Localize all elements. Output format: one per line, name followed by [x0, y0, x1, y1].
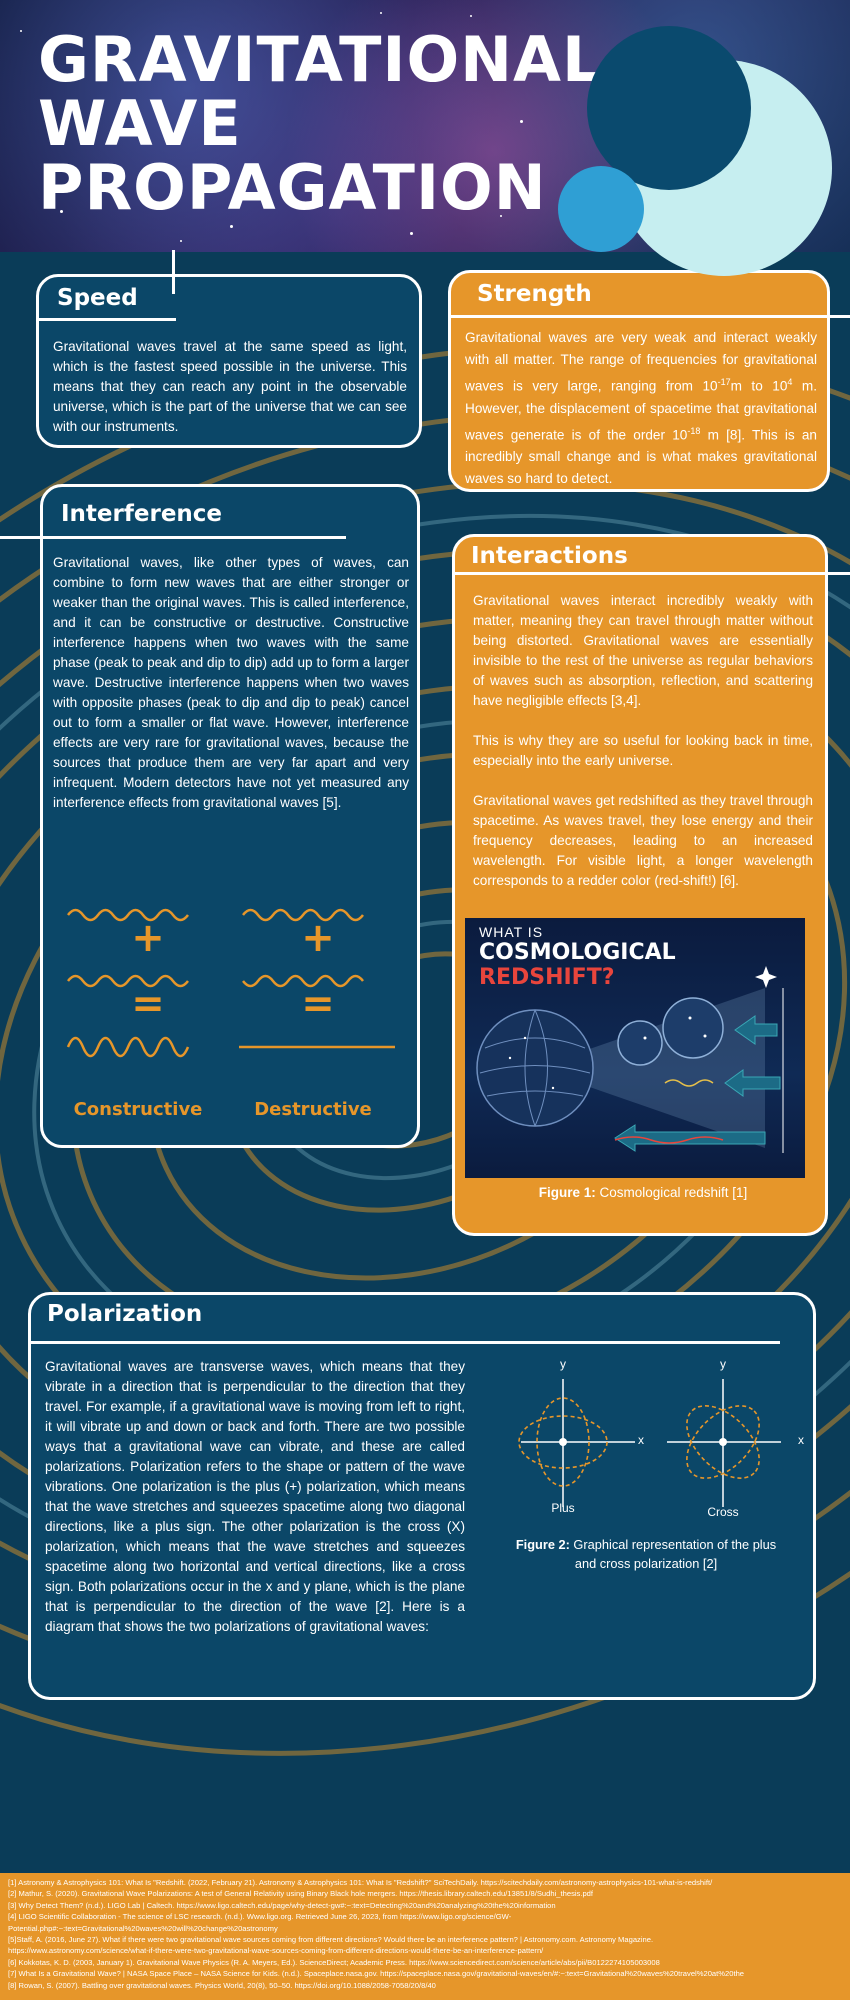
speed-title: Speed [57, 285, 138, 311]
redshift-heading-part: COSMOLOGICAL [479, 940, 676, 965]
star [230, 225, 233, 228]
page-title: GRAVITATIONAL WAVE PROPAGATION [38, 28, 603, 220]
reference-item: https://www.astronomy.com/science/what-i… [8, 1946, 544, 1956]
reference-item: [8] Rowan, S. (2007). Battling over grav… [8, 1980, 436, 1990]
star [20, 30, 22, 32]
wave-sum-constructive [66, 1036, 190, 1058]
polarization-text: Gravitational waves are transverse waves… [45, 1359, 465, 1634]
plus-axis-x-label: x [638, 1433, 644, 1447]
interference-card: Interference Gravitational waves, like o… [40, 484, 420, 1148]
strength-text: Gravitational waves are very weak and in… [465, 327, 817, 490]
star [180, 240, 182, 242]
figure-1-text: Cosmological redshift [1] [595, 1185, 748, 1200]
plus-axis-y-label: y [560, 1357, 566, 1371]
interference-diagram [66, 908, 395, 1058]
decor-circle-dark [587, 26, 751, 190]
interactions-paragraph: Gravitational waves get redshifted as th… [473, 793, 813, 888]
strength-divider [448, 315, 850, 318]
reference-item: Potential.php#:~:text=Gravitational%20wa… [8, 1923, 278, 1933]
exponent: -18 [687, 425, 701, 436]
title-line: GRAVITATIONAL [38, 23, 603, 96]
wave-b-destructive [242, 974, 364, 988]
plus-sign: + [131, 915, 165, 961]
plus-polarization-label: Plus [551, 1501, 575, 1515]
reference-item: [1] Astronomy & Astrophysics 101: What I… [8, 1878, 713, 1887]
figure-2-text: Graphical representation of the plus and… [569, 1537, 777, 1571]
figure-2-caption: Figure 2: Graphical representation of th… [511, 1535, 781, 1573]
polarization-title: Polarization [47, 1301, 203, 1327]
interactions-paragraph: Gravitational waves interact incredibly … [473, 593, 813, 708]
exponent: 4 [787, 377, 793, 387]
reference-item: [3] Why Detect Them? (n.d.). LIGO Lab | … [8, 1900, 556, 1910]
equals-sign: = [131, 981, 165, 1027]
speed-divider [36, 318, 176, 321]
star [60, 210, 63, 213]
polarization-card: Polarization Gravitational waves are tra… [28, 1292, 816, 1700]
constructive-label: Constructive [73, 1099, 203, 1120]
wave-a-destructive [242, 908, 364, 922]
strength-text-part: m to 10 [730, 378, 788, 394]
destructive-label: Destructive [254, 1099, 372, 1120]
plus-sign: + [301, 915, 335, 961]
interference-text: Gravitational waves, like other types of… [53, 555, 409, 810]
redshift-figure-kicker: WHAT IS [479, 924, 544, 940]
reference-item: [5]Staff, A. (2016, June 27). What if th… [8, 1935, 654, 1945]
strength-card: Strength Gravitational waves are very we… [448, 270, 830, 492]
references-footer: [1] Astronomy & Astrophysics 101: What I… [0, 1873, 850, 2000]
title-line: WAVE [38, 87, 242, 160]
star [320, 205, 322, 207]
cross-axis-x-label: x [798, 1433, 804, 1447]
redshift-heading-highlight: REDSHIFT? [479, 965, 615, 990]
interactions-divider [452, 572, 850, 575]
title-line: PROPAGATION [38, 151, 547, 224]
strength-text-part: Gravitational waves are very weak and in… [465, 330, 817, 394]
interactions-paragraph: This is why they are so useful for looki… [473, 733, 813, 768]
speed-card: Speed Gravitational waves travel at the … [36, 274, 422, 448]
star [380, 12, 382, 14]
interference-title: Interference [61, 501, 223, 527]
cross-polarization-label: Cross [707, 1505, 739, 1519]
redshift-figure-heading: COSMOLOGICAL REDSHIFT? [479, 940, 805, 990]
redshift-figure: WHAT IS COSMOLOGICAL REDSHIFT? [465, 918, 805, 1178]
polarization-divider [28, 1341, 780, 1344]
reference-item: [7] What Is a Gravitational Wave? | NASA… [8, 1969, 745, 1979]
polarization-diagram [518, 1379, 781, 1507]
exponent: -17 [717, 377, 731, 387]
cross-axis-y-label: y [720, 1357, 726, 1371]
speed-text: Gravitational waves travel at the same s… [53, 339, 407, 434]
star [500, 215, 502, 217]
interference-divider [0, 536, 346, 539]
wave-b-constructive [67, 974, 189, 988]
reference-item: [6] Kokkotas, K. D. (2003, January 1). G… [8, 1957, 660, 1967]
figure-1-caption: Figure 1: Cosmological redshift [1] [455, 1185, 831, 1200]
strength-title: Strength [477, 281, 592, 307]
equals-sign: = [301, 981, 335, 1027]
strength-text-part: m [8]. This is an incredibly small chang… [465, 427, 817, 487]
reference-item: [4] LIGO Scientific Collaboration - The … [8, 1912, 512, 1922]
strength-text-part: m. However, the displacement of spacetim… [465, 378, 817, 443]
wave-a-constructive [67, 908, 189, 922]
interactions-text: Gravitational waves interact incredibly … [473, 591, 813, 891]
star [520, 120, 523, 123]
figure-1-label: Figure 1: [538, 1185, 596, 1200]
redshift-illustration [476, 966, 784, 1153]
star [410, 232, 413, 235]
speed-connector [172, 250, 175, 294]
star [470, 15, 472, 17]
reference-item: [2] Mathur, S. (2020). Gravitational Wav… [8, 1889, 594, 1899]
interactions-title: Interactions [471, 543, 628, 569]
figure-2-label: Figure 2: [515, 1537, 570, 1552]
star [140, 190, 142, 192]
decor-circle-blue [558, 166, 644, 252]
